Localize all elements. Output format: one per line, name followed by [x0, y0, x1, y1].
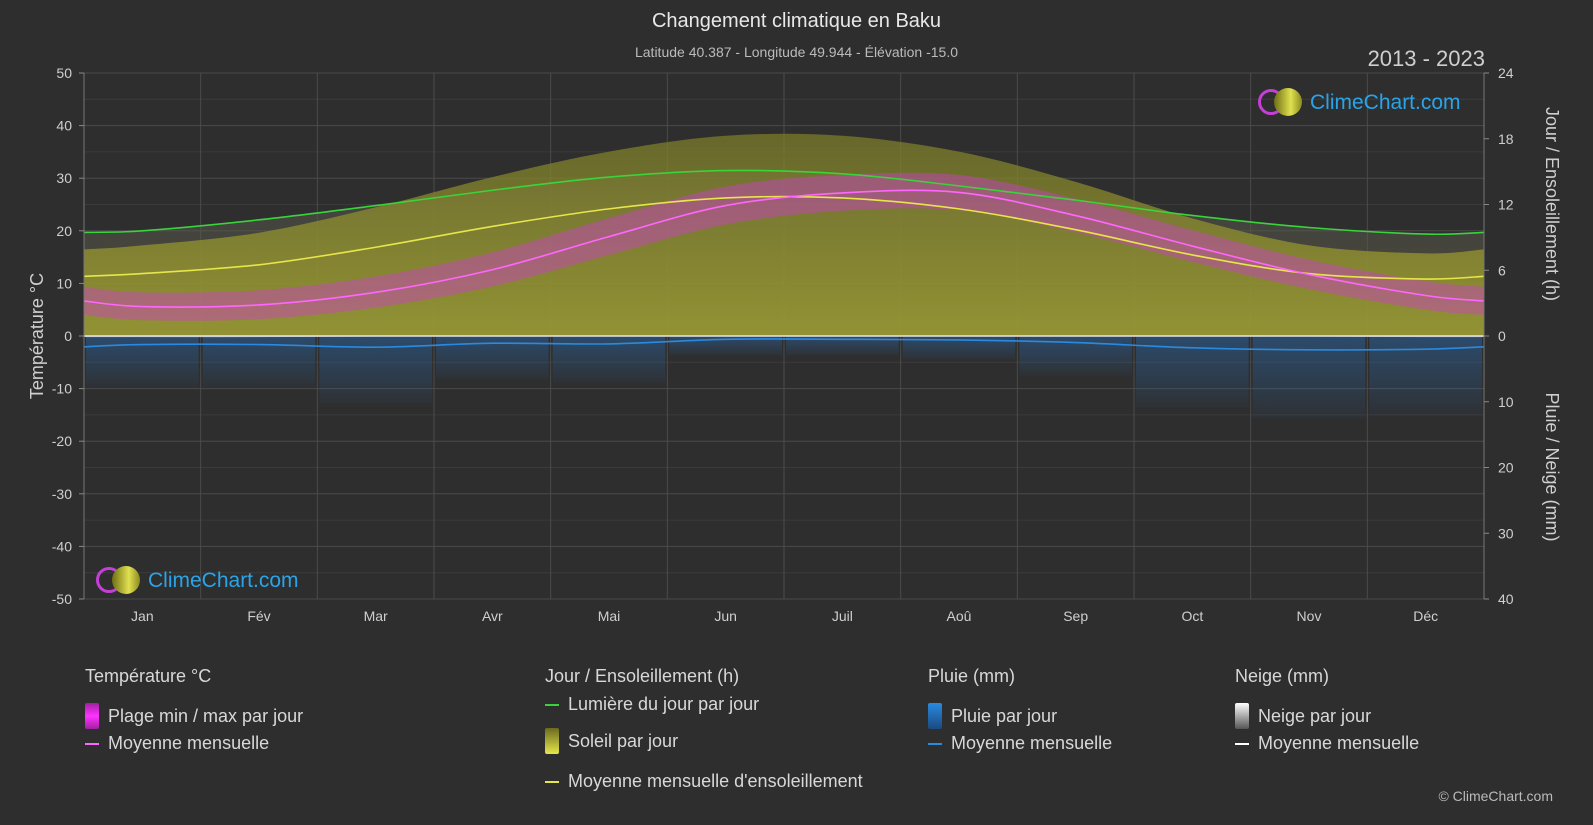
month-label: Nov — [1297, 608, 1322, 624]
left-tick-label: 40 — [56, 118, 72, 134]
snow-swatch — [1235, 703, 1249, 729]
temp-range-band — [84, 172, 1484, 321]
legend-sun-heading: Jour / Ensoleillement (h) — [545, 666, 740, 686]
legend-rain-mean: Moyenne mensuelle — [928, 733, 1112, 754]
legend-temp-mean: Moyenne mensuelle — [85, 733, 269, 754]
chart-axes: 50 40 30 20 10 0 -10 -20 -30 -40 -50 24 18 12 6 0 10 20 30… — [52, 65, 1514, 624]
snow-mean-swatch — [1235, 742, 1249, 745]
legend-daylight-label: Lumière du jour par jour — [568, 694, 760, 714]
month-label: Fév — [247, 608, 270, 624]
left-tick-label: -50 — [52, 591, 72, 607]
rain-mean-line — [83, 338, 1485, 351]
legend-snow-daily-label: Neige par jour — [1258, 705, 1372, 726]
left-tick-label: -30 — [52, 486, 72, 502]
temp-mean-line — [83, 189, 1485, 308]
daylight-line — [83, 169, 1485, 236]
legend-rain-daily: Pluie par jour — [928, 703, 1057, 729]
sunshine-area — [84, 133, 1484, 336]
temp-mean-swatch — [85, 742, 99, 745]
right-top-tick-label: 0 — [1498, 328, 1506, 344]
copyright: © ClimeChart.com — [1438, 788, 1553, 804]
right-top-tick-label: 18 — [1498, 131, 1514, 147]
right-bottom-tick-label: 40 — [1498, 591, 1514, 607]
rain-swatch — [928, 703, 942, 729]
daylight-swatch — [545, 703, 559, 706]
left-tick-label: 0 — [64, 328, 72, 344]
right-bottom-tick-label: 10 — [1498, 394, 1514, 410]
month-label: Déc — [1413, 608, 1438, 624]
climechart-logo-icon — [1258, 88, 1304, 118]
climechart-logo-icon — [96, 566, 142, 596]
right-axis-bottom-label: Pluie / Neige (mm) — [1542, 392, 1562, 541]
legend-temperature-heading: Température °C — [85, 666, 212, 686]
logo-text: ClimeChart.com — [148, 569, 299, 592]
legend-snow-mean-label: Moyenne mensuelle — [1258, 733, 1420, 753]
left-tick-label: -40 — [52, 538, 72, 554]
legend-sunshine: Soleil par jour — [545, 728, 678, 754]
legend-snow-mean: Moyenne mensuelle — [1235, 733, 1419, 754]
left-tick-label: 30 — [56, 170, 72, 186]
logo-bottom[interactable]: ClimeChart.com — [96, 566, 299, 596]
legend-snow-daily: Neige par jour — [1235, 703, 1371, 729]
month-label: Oct — [1181, 608, 1203, 624]
month-label: Mar — [364, 608, 388, 624]
period-label: 2013 - 2023 — [1367, 46, 1485, 71]
left-tick-label: -20 — [52, 433, 72, 449]
legend-temp-mean-label: Moyenne mensuelle — [108, 733, 270, 753]
legend-sun-mean-label: Moyenne mensuelle d'ensoleillement — [568, 771, 863, 791]
legend-daylight: Lumière du jour par jour — [545, 694, 759, 715]
right-axis-top-label: Jour / Ensoleillement (h) — [1542, 107, 1562, 301]
rain-mean-swatch — [928, 742, 942, 745]
legend-rain-daily-label: Pluie par jour — [951, 705, 1058, 726]
legend-sun-mean: Moyenne mensuelle d'ensoleillement — [545, 771, 863, 792]
legend-rain-heading: Pluie (mm) — [928, 666, 1016, 686]
right-top-tick-label: 24 — [1498, 65, 1514, 81]
legend-snow-heading: Neige (mm) — [1235, 666, 1330, 686]
legend-temp-range-label: Plage min / max par jour — [108, 705, 304, 726]
month-label: Mai — [598, 608, 621, 624]
logo-top[interactable]: ClimeChart.com — [1258, 88, 1461, 118]
left-tick-label: -10 — [52, 381, 72, 397]
rain-bar — [1252, 336, 1366, 419]
sunshine-swatch — [545, 728, 559, 754]
chart-title: Changement climatique en Baku — [651, 10, 942, 32]
left-tick-label: 50 — [56, 65, 72, 81]
legend-temp-range: Plage min / max par jour — [85, 703, 303, 729]
month-label: Avr — [482, 608, 503, 624]
left-axis-label: Température °C — [27, 273, 47, 399]
month-label: Sep — [1063, 608, 1088, 624]
right-bottom-tick-label: 30 — [1498, 525, 1514, 541]
temp-range-swatch — [85, 703, 99, 729]
left-tick-label: 20 — [56, 223, 72, 239]
chart-lines — [83, 169, 1485, 351]
rain-bar — [786, 336, 899, 356]
rain-bar — [902, 336, 1016, 360]
right-top-tick-label: 12 — [1498, 197, 1514, 213]
month-label: Jan — [131, 608, 154, 624]
legend-sunshine-label: Soleil par jour — [568, 730, 679, 751]
month-label: Jun — [714, 608, 737, 624]
month-label: Aoû — [947, 608, 972, 624]
right-bottom-tick-label: 20 — [1498, 460, 1514, 476]
legend-rain-mean-label: Moyenne mensuelle — [951, 733, 1113, 753]
left-tick-label: 10 — [56, 275, 72, 291]
right-top-tick-label: 6 — [1498, 262, 1506, 278]
sun-mean-swatch — [545, 780, 559, 783]
sunshine-mean-line — [83, 195, 1485, 280]
chart-subtitle: Latitude 40.387 - Longitude 49.944 - Élé… — [634, 44, 959, 60]
month-label: Juil — [832, 608, 853, 624]
logo-text: ClimeChart.com — [1310, 91, 1461, 114]
